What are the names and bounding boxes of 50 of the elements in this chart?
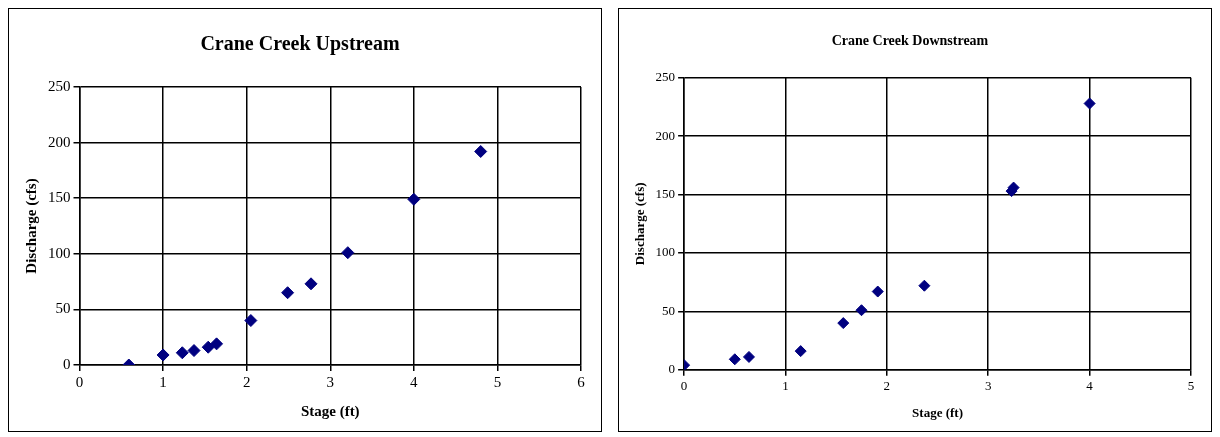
x-tick-label: 1 — [159, 373, 167, 390]
x-tick-label: 0 — [75, 373, 84, 390]
y-tick-label: 100 — [48, 244, 71, 261]
chart-title: Crane Creek Upstream — [200, 32, 400, 56]
x-tick-label: 5 — [1187, 378, 1195, 394]
point — [187, 344, 201, 358]
point — [474, 145, 488, 158]
point — [794, 345, 807, 358]
y-tick-label: 200 — [48, 133, 71, 150]
x-tick-label: 6 — [577, 373, 586, 390]
point — [1083, 97, 1096, 110]
x-tick-label: 3 — [326, 373, 334, 390]
x-tick-label: 4 — [1086, 378, 1094, 394]
x-tick-label: 4 — [410, 373, 419, 390]
point — [201, 340, 215, 354]
y-tick-label: 150 — [48, 189, 71, 206]
point — [244, 314, 258, 328]
point — [855, 304, 868, 317]
point — [871, 285, 884, 298]
x-axis-title: Stage (ft) — [300, 402, 360, 420]
x-axis-title: Stage (ft) — [912, 404, 963, 420]
x-tick-label: 2 — [242, 373, 251, 390]
x-tick-label: 1 — [782, 378, 789, 394]
y-tick-label: 200 — [655, 127, 676, 143]
x-tick-label: 2 — [883, 378, 891, 394]
x-tick-label: 3 — [984, 378, 992, 394]
y-tick-label: 50 — [55, 300, 71, 317]
x-tick-label: 0 — [680, 378, 688, 394]
y-tick-label: 50 — [662, 302, 676, 318]
y-axis-title: Discharge (cfs) — [22, 178, 40, 274]
y-tick-label: 100 — [655, 244, 676, 260]
x-tick-label: 5 — [493, 373, 502, 390]
point — [210, 337, 224, 351]
chart-title: Crane Creek Downstream — [831, 33, 989, 49]
point — [407, 192, 421, 206]
point — [728, 353, 741, 366]
point — [175, 346, 189, 360]
point — [304, 277, 318, 291]
point — [918, 279, 931, 292]
y-tick-label: 250 — [48, 77, 71, 94]
point — [742, 350, 755, 363]
point — [156, 348, 170, 362]
point — [837, 317, 850, 330]
y-tick-label: 150 — [655, 186, 676, 202]
point — [341, 246, 355, 260]
y-tick-label: 0 — [63, 355, 71, 372]
y-tick-label: 250 — [655, 69, 676, 85]
y-axis-title: Discharge (cfs) — [632, 182, 648, 266]
y-tick-label: 0 — [668, 361, 676, 377]
point — [281, 286, 295, 300]
